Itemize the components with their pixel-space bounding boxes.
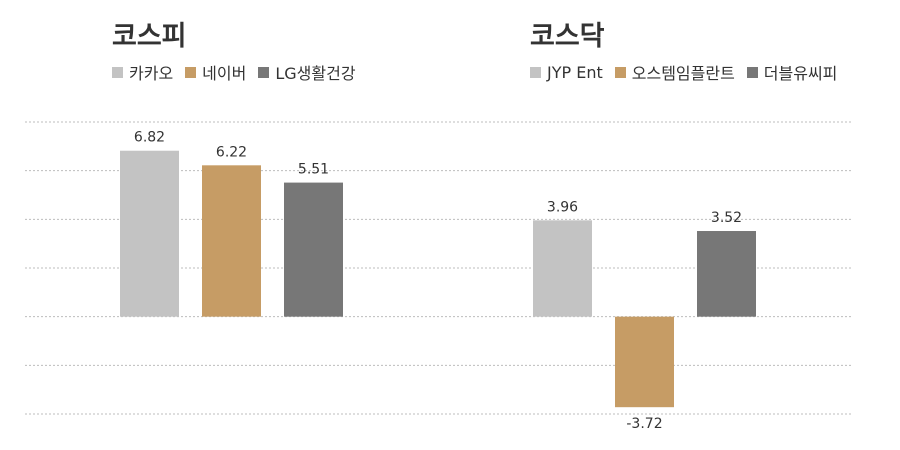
legend-label: 카카오 [129,64,174,83]
legend-swatch [614,66,626,78]
data-label: 6.22 [216,144,247,160]
data-label: 6.82 [134,130,165,146]
legend-item: 오스템임플란트 [614,60,735,84]
legend-item: JYP Ent [530,63,603,82]
legend-label: JYP Ent [547,62,603,82]
bar [615,316,674,408]
kosdaq-title: 코스닥 [530,21,605,52]
kospi-title: 코스피 [112,21,187,52]
legend-item: 더블유씨피 [746,60,838,84]
legend-swatch [112,66,123,78]
legend-swatch [185,66,197,78]
kospi-legend: 카카오 네이버 LG생활건강 [112,60,368,84]
bar [202,165,261,317]
legend-item: LG생활건강 [258,60,356,84]
legend-swatch [258,66,270,78]
legend-item: 네이버 [185,60,246,84]
legend-item: 카카오 [112,60,173,84]
bar [697,231,756,317]
bar [284,182,343,317]
bar [120,150,179,317]
legend-label: 오스템임플란트 [631,64,735,83]
legend-label: LG생활건강 [275,64,356,83]
legend-swatch [530,66,541,78]
legend-swatch [746,66,758,78]
bar [533,220,592,317]
data-label: 3.96 [547,199,578,215]
data-label: 3.52 [711,210,742,226]
data-label: 5.51 [298,162,329,178]
data-label: -3.72 [626,416,662,432]
legend-label: 네이버 [202,64,247,83]
legend-label: 더블유씨피 [763,64,838,83]
kosdaq-legend: JYP Ent 오스템임플란트 더블유씨피 [530,60,849,84]
